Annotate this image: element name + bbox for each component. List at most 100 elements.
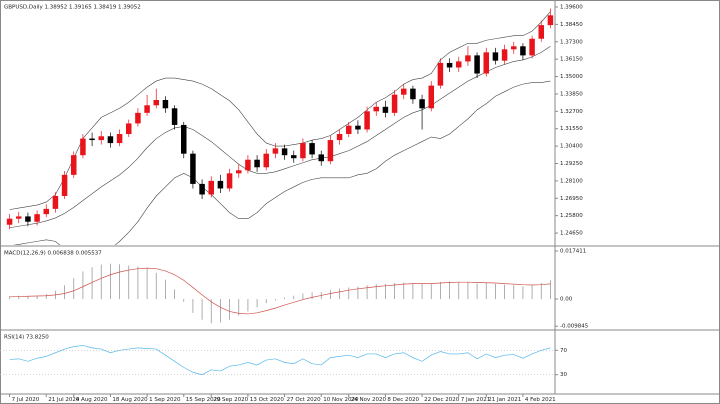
- candle-body: [98, 136, 104, 141]
- x-tick-label: 4 Aug 2020: [76, 397, 108, 403]
- candle-body: [89, 138, 95, 141]
- candle-body: [483, 52, 489, 74]
- macd-bar: [522, 286, 524, 300]
- macd-bar: [330, 290, 331, 300]
- candle-body: [474, 55, 480, 74]
- candle-body: [364, 111, 370, 130]
- plot-area: [9, 263, 551, 324]
- macd-bar: [64, 285, 65, 300]
- macd-bar: [155, 272, 157, 300]
- x-tick-label: 21 Jan 2021: [488, 397, 521, 403]
- macd-bar: [430, 283, 432, 300]
- y-tick-label: 30: [560, 372, 567, 378]
- candle-body: [263, 153, 269, 168]
- macd-bar: [247, 299, 249, 312]
- candle-body: [190, 153, 196, 184]
- y-tick-label: 1.29250: [560, 161, 583, 167]
- candle-body: [419, 99, 425, 109]
- candle-body: [254, 159, 260, 168]
- y-tick-label: 1.32700: [560, 109, 583, 115]
- x-tick-label: 10 Nov 2020: [323, 397, 359, 403]
- y-tick-label: 1.28100: [560, 178, 583, 184]
- macd-bar: [302, 293, 304, 300]
- macd-bar: [412, 283, 414, 300]
- macd-bar: [201, 299, 203, 320]
- x-tick-label: 7 Jan 2021: [461, 397, 490, 403]
- macd-bar: [100, 264, 102, 300]
- x-tick-label: 1 Sep 2020: [149, 397, 181, 403]
- macd-bar: [146, 268, 148, 300]
- macd-bar: [311, 292, 313, 300]
- x-tick-label: 22 Dec 2020: [424, 397, 460, 403]
- macd-bar: [467, 281, 469, 300]
- x-tick-label: 24 Nov 2020: [351, 397, 387, 403]
- candle-body: [391, 94, 398, 113]
- candle-body: [538, 25, 544, 39]
- macd-bar: [403, 282, 405, 300]
- macd-bar: [375, 284, 377, 300]
- candle-body: [318, 154, 324, 162]
- bollinger-band: [13, 80, 551, 245]
- candle-body: [208, 180, 214, 195]
- macd-bar: [9, 296, 10, 300]
- y-tick-label: 1.39600: [560, 4, 583, 10]
- candle-body: [171, 108, 178, 125]
- macd-bar: [421, 284, 423, 300]
- candle-body: [226, 173, 233, 189]
- macd-bar: [440, 281, 441, 300]
- plot-area: [9, 345, 551, 376]
- x-tick-label: 4 Feb 2021: [525, 397, 556, 403]
- y-tick-label: 70: [560, 348, 567, 354]
- candle-body: [52, 196, 59, 209]
- macd-bar: [495, 283, 496, 300]
- candle-body: [181, 124, 187, 154]
- candle-body: [511, 46, 517, 50]
- candle-body: [355, 125, 361, 130]
- y-tick-label: 1.24650: [560, 231, 583, 237]
- macd-bar: [82, 271, 84, 300]
- candle-body: [401, 88, 407, 95]
- candle-body: [547, 15, 554, 26]
- macd-bar: [513, 285, 515, 300]
- macd-bar: [476, 283, 478, 300]
- macd-bar: [220, 299, 221, 323]
- candle-body: [71, 155, 77, 175]
- macd-bar: [394, 283, 395, 300]
- macd-bar: [45, 294, 47, 300]
- macd-bar: [348, 287, 350, 300]
- candle-body: [144, 105, 150, 113]
- y-tick-label: 1.31550: [560, 126, 583, 132]
- macd-bar: [91, 267, 93, 300]
- y-tick-label: 0.017411: [560, 249, 586, 255]
- candle-body: [217, 180, 224, 189]
- y-tick-label: 0.00: [560, 297, 573, 303]
- candle-body: [309, 143, 315, 155]
- y-tick-label: 1.26950: [560, 196, 583, 202]
- macd-bar: [119, 264, 120, 300]
- macd-bar: [485, 283, 487, 300]
- candle-body: [135, 112, 141, 124]
- candle-body: [116, 134, 123, 144]
- macd-bar: [366, 285, 368, 300]
- macd-bar: [110, 263, 111, 300]
- x-tick-label: 13 Oct 2020: [250, 397, 285, 403]
- candle-body: [126, 123, 132, 135]
- candle-body: [446, 62, 453, 68]
- macd-bar: [27, 296, 29, 300]
- macd-bar: [192, 299, 194, 313]
- macd-bar: [293, 295, 295, 300]
- candle-body: [437, 62, 444, 86]
- macd-bar: [385, 283, 386, 300]
- y-tick-label: 1.37300: [560, 39, 583, 45]
- y-tick-label: 1.36150: [560, 57, 583, 63]
- macd-bar: [128, 265, 130, 300]
- candle-body: [272, 148, 279, 154]
- y-tick-label: 1.30400: [560, 144, 583, 150]
- y-tick-label: 1.35000: [560, 74, 583, 80]
- candle-body: [529, 38, 535, 56]
- macd-bar: [165, 279, 166, 300]
- macd-bar: [137, 266, 139, 300]
- macd-bar: [256, 299, 258, 308]
- x-tick-label: 21 Jul 2020: [48, 397, 80, 403]
- y-tick-label: -0.009845: [560, 324, 589, 330]
